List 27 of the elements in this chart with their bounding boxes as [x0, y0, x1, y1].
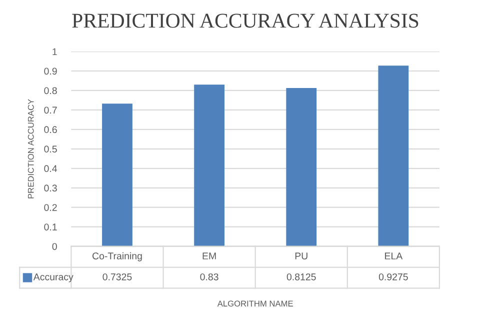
- y-tick-label: 0.9: [44, 68, 57, 75]
- legend-label: Accuracy: [33, 274, 74, 282]
- x-tick-label: PU: [295, 252, 308, 260]
- y-tick-label: 0.5: [44, 146, 57, 153]
- x-tick-label: EM: [202, 252, 216, 260]
- bar: [194, 84, 224, 246]
- bar: [378, 66, 409, 246]
- x-tick-label: Co-Training: [92, 252, 142, 262]
- bar: [102, 104, 132, 246]
- x-tick-label: ELA: [385, 252, 403, 260]
- x-axis-title: ALGORITHM NAME: [217, 300, 293, 307]
- y-tick-label: 0.6: [44, 126, 57, 134]
- y-axis-title: PREDICTION ACCURACY: [28, 99, 34, 198]
- y-tick-label: 0: [52, 243, 57, 250]
- y-tick-label: 0.4: [44, 165, 58, 172]
- data-label: 0.8125: [286, 273, 316, 280]
- data-label: 0.7325: [102, 273, 132, 280]
- data-label: 0.9275: [378, 273, 408, 280]
- chart-title: PREDICTION ACCURACY ANALYSIS: [72, 14, 418, 28]
- y-tick-label: 0.3: [44, 184, 57, 192]
- y-tick-label: 1: [52, 48, 57, 56]
- data-label: 0.83: [200, 273, 218, 280]
- y-tick-label: 0.1: [44, 224, 57, 230]
- y-tick-label: 0.7: [44, 106, 57, 114]
- y-tick-label: 0.2: [44, 204, 57, 211]
- y-tick-label: 0.8: [44, 87, 57, 94]
- bar: [286, 88, 317, 246]
